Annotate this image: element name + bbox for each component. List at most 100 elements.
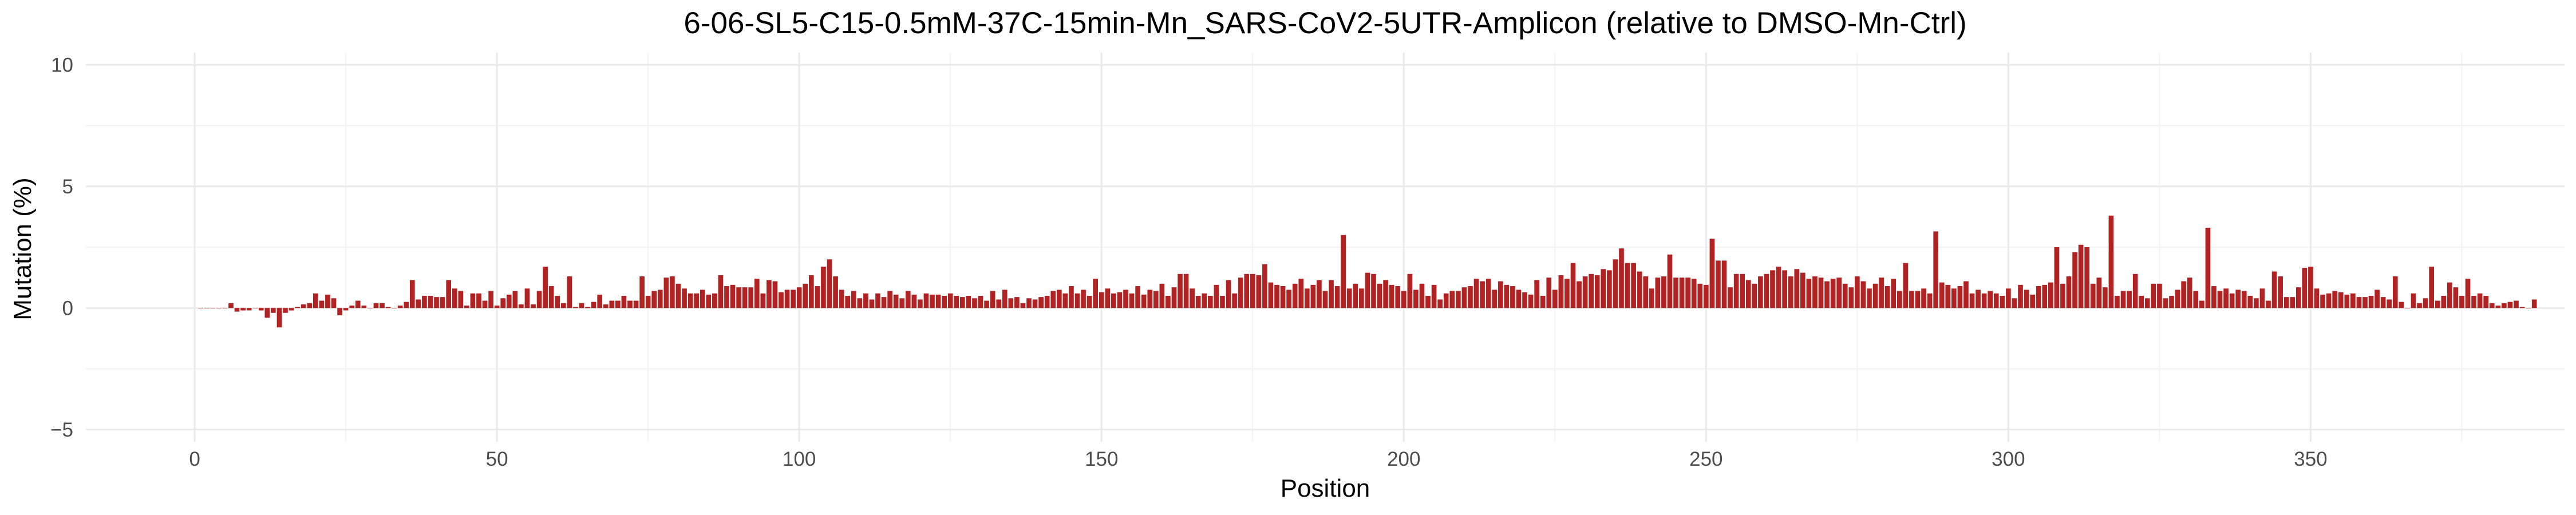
bar xyxy=(470,293,476,308)
bar xyxy=(1214,284,1219,308)
bar xyxy=(845,296,851,308)
bar xyxy=(506,294,512,308)
bar xyxy=(2103,287,2108,308)
bar xyxy=(409,280,415,308)
bar xyxy=(1540,296,1546,308)
bar xyxy=(1758,276,1763,308)
bar xyxy=(2006,288,2011,308)
bar xyxy=(2235,290,2241,308)
bar xyxy=(494,306,500,308)
bar xyxy=(1232,293,1237,308)
x-axis-title: Position xyxy=(1281,474,1370,502)
bar xyxy=(2030,294,2035,308)
x-tick-label: 200 xyxy=(1387,448,1420,470)
bar xyxy=(1673,278,1678,308)
bar xyxy=(2380,297,2386,308)
bar xyxy=(2477,293,2483,308)
bar xyxy=(1625,263,1630,308)
bar xyxy=(1202,293,1207,308)
bar xyxy=(1317,280,1322,308)
bar xyxy=(1685,278,1690,308)
bar xyxy=(1939,282,1945,308)
bar xyxy=(422,296,427,308)
bar xyxy=(2417,303,2422,308)
bar xyxy=(1304,288,1310,308)
bar xyxy=(2254,298,2259,308)
bar xyxy=(2326,293,2332,308)
bar xyxy=(373,303,379,308)
bar xyxy=(2502,303,2507,308)
bar xyxy=(1655,278,1661,308)
bar xyxy=(1812,276,1818,308)
bar xyxy=(990,291,995,308)
bar xyxy=(1081,290,1086,308)
bar xyxy=(380,303,385,308)
bar xyxy=(1038,297,1044,308)
bar xyxy=(954,296,959,308)
bar xyxy=(1921,288,1926,308)
bar xyxy=(2278,276,2283,308)
bar xyxy=(2259,288,2265,308)
bar xyxy=(1691,279,1697,308)
bar xyxy=(1238,278,1243,308)
bar xyxy=(1292,283,1298,308)
bar xyxy=(2175,290,2180,308)
bar xyxy=(1141,294,1147,308)
bar xyxy=(2048,282,2053,308)
bar xyxy=(2308,267,2313,308)
bar xyxy=(1359,288,1364,308)
bar xyxy=(2060,283,2065,308)
bar xyxy=(2362,297,2368,308)
bar xyxy=(1498,281,1503,308)
bar xyxy=(1178,274,1183,308)
bar xyxy=(887,291,892,308)
bar xyxy=(349,306,355,308)
bar xyxy=(307,303,313,308)
bar xyxy=(1848,287,1854,308)
bar xyxy=(2078,244,2084,308)
bar xyxy=(416,299,421,308)
bar xyxy=(1552,290,1558,308)
bar xyxy=(1504,284,1510,308)
bar xyxy=(2344,294,2350,308)
bar xyxy=(1589,274,1594,308)
bar xyxy=(1274,284,1279,308)
bar xyxy=(531,304,536,308)
x-tick-label: 350 xyxy=(2294,448,2327,470)
x-tick-label: 50 xyxy=(486,448,508,470)
bar xyxy=(1855,276,1860,308)
bar xyxy=(1951,288,1957,308)
y-tick-label: 10 xyxy=(51,54,73,76)
bar xyxy=(1026,298,1032,308)
x-tick-label: 0 xyxy=(189,448,200,470)
bar xyxy=(1649,288,1654,308)
bar xyxy=(1159,283,1165,308)
bar xyxy=(2459,296,2464,308)
bar xyxy=(452,288,457,308)
bar xyxy=(2374,290,2380,308)
bar xyxy=(271,308,276,313)
bar xyxy=(2181,281,2186,308)
bar xyxy=(1002,290,1008,308)
bar xyxy=(1510,286,1515,308)
bar xyxy=(1800,272,1805,308)
bar xyxy=(675,283,681,308)
bar xyxy=(1329,280,1334,308)
bar xyxy=(1709,239,1715,308)
bar xyxy=(1389,284,1394,308)
bar xyxy=(772,281,778,308)
bar xyxy=(2387,299,2392,308)
bar xyxy=(2223,288,2229,308)
bar xyxy=(246,308,252,311)
bar xyxy=(1613,259,1618,308)
bar xyxy=(1704,284,1709,308)
bar xyxy=(918,299,923,308)
bar xyxy=(1456,291,1461,308)
bar xyxy=(2453,287,2459,308)
bar xyxy=(264,308,270,318)
bar xyxy=(2302,268,2308,308)
bar xyxy=(1226,280,1231,308)
bar xyxy=(1643,276,1649,308)
bar xyxy=(1413,290,1419,308)
